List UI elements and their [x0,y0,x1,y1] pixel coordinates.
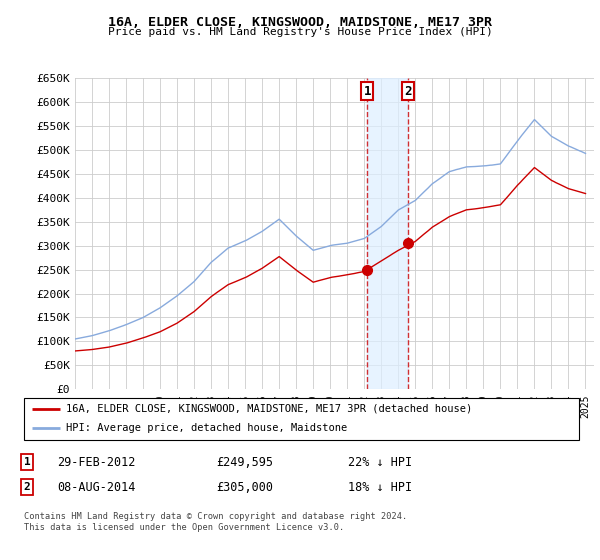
Text: 29-FEB-2012: 29-FEB-2012 [57,455,136,469]
Text: Price paid vs. HM Land Registry's House Price Index (HPI): Price paid vs. HM Land Registry's House … [107,27,493,37]
Text: 2: 2 [23,482,31,492]
Text: 08-AUG-2014: 08-AUG-2014 [57,480,136,494]
Text: Contains HM Land Registry data © Crown copyright and database right 2024.
This d: Contains HM Land Registry data © Crown c… [24,512,407,532]
Text: HPI: Average price, detached house, Maidstone: HPI: Average price, detached house, Maid… [65,423,347,433]
Bar [367,78,408,389]
Text: 16A, ELDER CLOSE, KINGSWOOD, MAIDSTONE, ME17 3PR: 16A, ELDER CLOSE, KINGSWOOD, MAIDSTONE, … [108,16,492,29]
Text: 1: 1 [364,85,371,97]
Text: £249,595: £249,595 [216,455,273,469]
Text: 1: 1 [23,457,31,467]
Text: 22% ↓ HPI: 22% ↓ HPI [348,455,412,469]
Text: 16A, ELDER CLOSE, KINGSWOOD, MAIDSTONE, ME17 3PR (detached house): 16A, ELDER CLOSE, KINGSWOOD, MAIDSTONE, … [65,404,472,414]
Text: £305,000: £305,000 [216,480,273,494]
Text: 2: 2 [404,85,412,97]
Text: 18% ↓ HPI: 18% ↓ HPI [348,480,412,494]
